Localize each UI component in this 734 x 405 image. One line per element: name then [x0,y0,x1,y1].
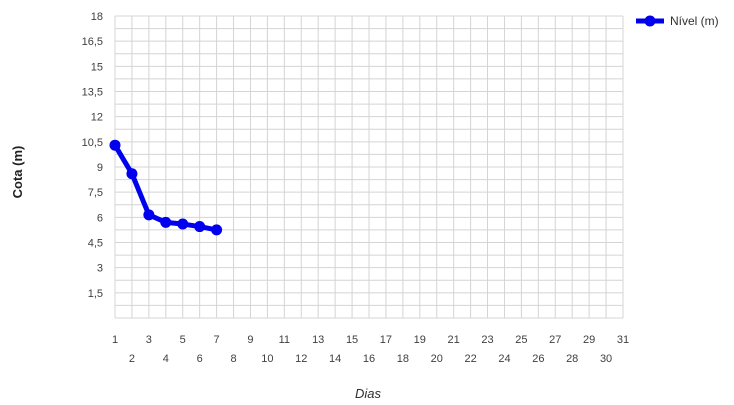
y-tick-label: 9 [97,162,103,174]
x-tick-label: 23 [481,334,493,346]
data-point [160,216,172,228]
data-point [211,224,223,236]
x-tick-label: 27 [549,334,561,346]
legend-marker-swatch [644,15,656,27]
x-tick-label: 8 [230,353,236,365]
x-tick-label: 22 [464,353,476,365]
y-tick-label: 16,5 [82,36,103,48]
y-tick-label: 15 [91,61,103,73]
x-tick-label: 15 [346,334,358,346]
data-point [194,221,206,233]
y-tick-label: 18 [91,11,103,23]
legend-label: Nível (m) [670,14,719,28]
x-axis-ticks: 1 3 5 7 9 11 13 15 17 19 21 23 25 27 29 312 4 6 8 10 12 14 16 1… [112,334,629,365]
y-axis-title: Cota (m) [10,146,25,199]
y-tick-label: 13,5 [82,87,103,99]
y-tick-label: 6 [97,212,103,224]
data-point [109,139,121,151]
x-tick-label: 6 [197,353,203,365]
data-point [126,168,138,180]
y-tick-label: 12 [91,112,103,124]
chart-grid [114,15,624,319]
x-tick-label: 19 [414,334,426,346]
y-tick-label: 3 [97,263,103,275]
x-tick-label: 5 [180,334,186,346]
x-tick-label: 16 [363,353,375,365]
series-layer [109,139,223,236]
x-tick-label: 1 [112,334,118,346]
x-tick-label: 17 [380,334,392,346]
x-tick-label: 2 [129,353,135,365]
x-tick-label: 10 [261,353,273,365]
x-axis-title: Dias [355,386,382,401]
x-tick-label: 3 [146,334,152,346]
x-tick-label: 9 [247,334,253,346]
x-tick-label: 14 [329,353,341,365]
y-tick-label: 4,5 [88,238,103,250]
x-tick-label: 18 [397,353,409,365]
x-tick-label: 28 [566,353,578,365]
legend: Nível (m) [636,14,719,28]
x-tick-label: 7 [214,334,220,346]
x-tick-label: 4 [163,353,169,365]
y-tick-label: 7,5 [88,187,103,199]
y-tick-label: 1,5 [88,288,103,300]
x-tick-label: 30 [600,353,612,365]
y-axis-ticks: 1,5 3 4,5 6 7,5 9 10,5 12 13,5 15 16,5 18 [82,11,103,300]
x-tick-label: 12 [295,353,307,365]
y-tick-label: 10,5 [82,137,103,149]
x-tick-label: 29 [583,334,595,346]
x-tick-label: 13 [312,334,324,346]
data-point [177,218,189,230]
x-tick-label: 26 [532,353,544,365]
x-tick-label: 21 [448,334,460,346]
x-tick-label: 31 [617,334,629,346]
x-tick-label: 11 [279,334,290,346]
x-tick-label: 20 [431,353,443,365]
x-tick-label: 24 [498,353,510,365]
x-tick-label: 25 [515,334,527,346]
data-point [143,209,155,221]
